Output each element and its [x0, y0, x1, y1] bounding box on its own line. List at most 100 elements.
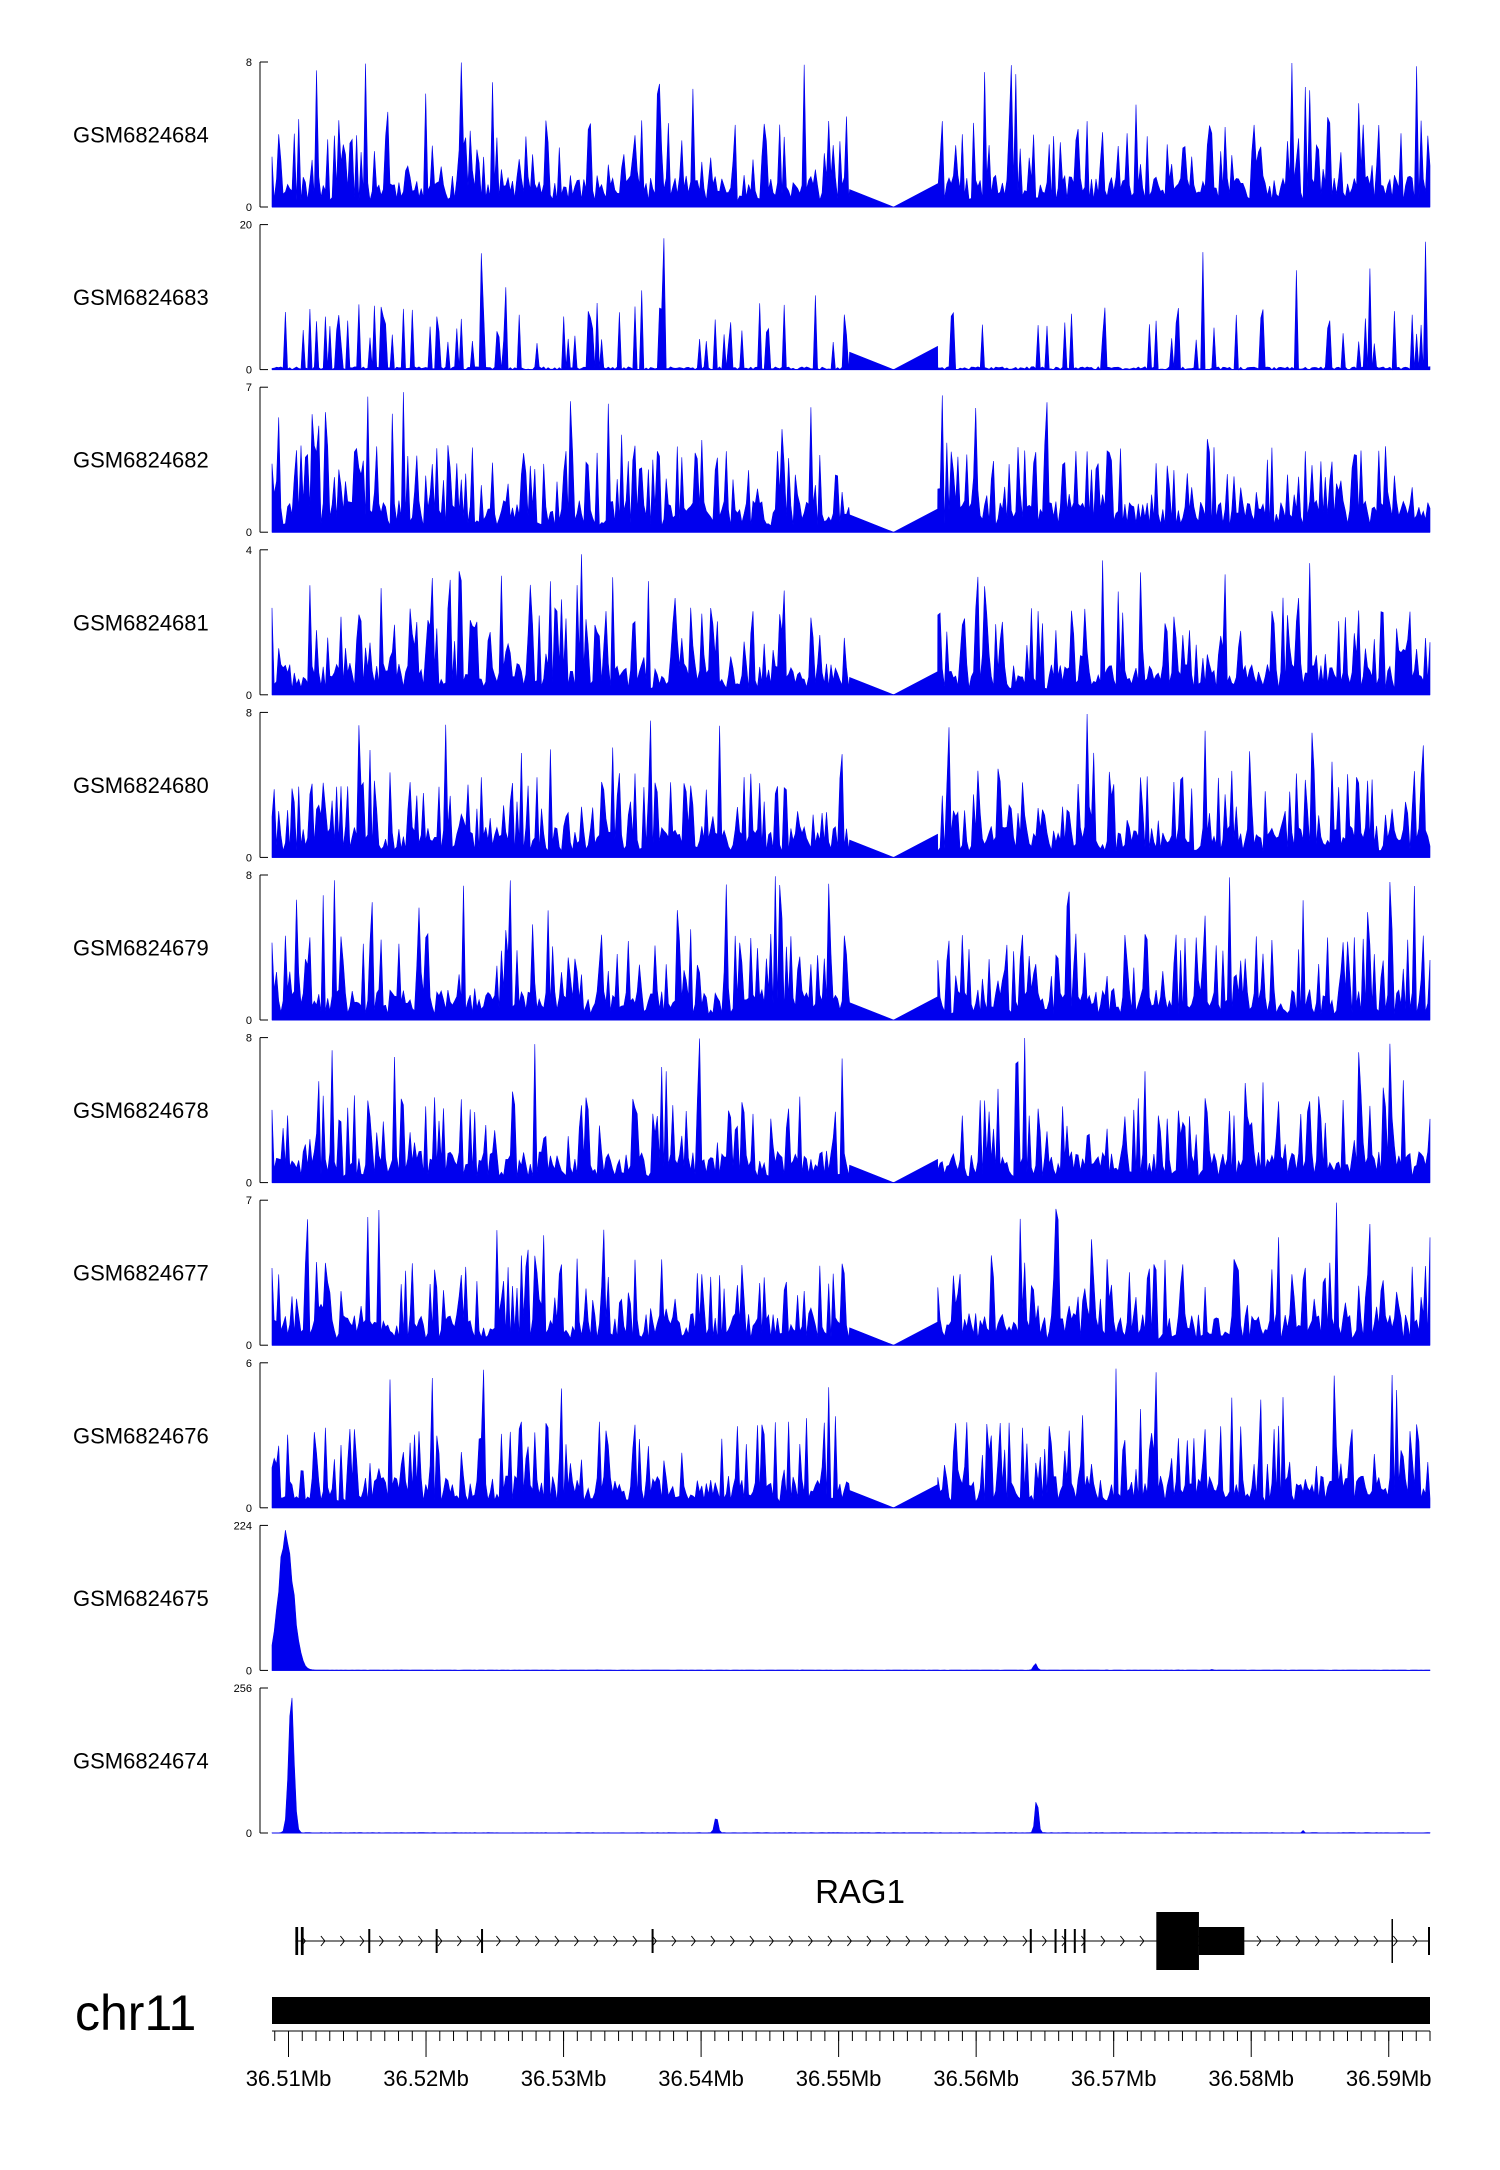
strand-arrow [1353, 1935, 1360, 1947]
gene-exon [435, 1929, 438, 1953]
tick-label: 36.57Mb [1071, 2066, 1157, 2091]
gene-exon [295, 1927, 299, 1955]
strand-arrow [417, 1935, 424, 1947]
y-max-label: 8 [246, 1033, 252, 1045]
y-max-label: 8 [246, 870, 252, 882]
strand-arrow [515, 1935, 521, 1947]
strand-arrow [671, 1935, 677, 1947]
tick-label: 36.58Mb [1208, 2066, 1294, 2091]
gene-exon [1391, 1919, 1393, 1963]
track-label: GSM6824682 [73, 448, 209, 473]
track-GSM6824683: GSM6824683 20 0 [73, 220, 1431, 377]
y-max-label: 7 [246, 1195, 252, 1207]
strand-arrow [339, 1935, 346, 1947]
track-label: GSM6824676 [73, 1423, 209, 1448]
coverage-area [271, 62, 1431, 208]
tick-label: 36.55Mb [796, 2066, 882, 2091]
track-label: GSM6824679 [73, 936, 209, 961]
track-GSM6824679: GSM6824679 8 0 [73, 870, 1431, 1027]
strand-arrow [359, 1935, 365, 1947]
tick-label: 36.54Mb [658, 2066, 744, 2091]
coverage-area [271, 1368, 1431, 1509]
track-label: GSM6824674 [73, 1749, 209, 1774]
coverage-area [271, 1037, 1431, 1183]
coverage-area [271, 713, 1431, 858]
strand-arrow [690, 1935, 697, 1947]
track-label: GSM6824677 [73, 1261, 209, 1286]
strand-arrow [495, 1935, 502, 1947]
strand-arrow [1022, 1935, 1028, 1947]
tick-label: 36.51Mb [246, 2066, 332, 2091]
y-min-label: 0 [246, 365, 252, 377]
strand-arrow [1275, 1935, 1282, 1947]
tick-label: 36.52Mb [383, 2066, 469, 2091]
strand-arrow [963, 1935, 970, 1947]
strand-arrow [1139, 1935, 1145, 1947]
strand-arrow [378, 1935, 385, 1947]
strand-arrow [768, 1935, 775, 1947]
strand-arrow [398, 1935, 404, 1947]
strand-arrow [1100, 1935, 1106, 1947]
strand-arrow [944, 1935, 950, 1947]
track-GSM6824682: GSM6824682 7 0 [73, 382, 1431, 539]
strand-arrow [1334, 1935, 1340, 1947]
coverage-area [271, 392, 1431, 533]
track-GSM6824684: GSM6824684 8 0 [73, 57, 1431, 214]
strand-arrow [534, 1935, 541, 1947]
gene-exon [1083, 1929, 1086, 1953]
strand-arrow [612, 1935, 619, 1947]
coverage-area [271, 238, 1431, 371]
strand-arrow [846, 1935, 853, 1947]
strand-arrow [1119, 1935, 1126, 1947]
y-max-label: 4 [246, 545, 252, 557]
strand-arrow [729, 1935, 736, 1947]
strand-arrow [749, 1935, 755, 1947]
strand-arrow [1256, 1935, 1262, 1947]
tick-label: 36.59Mb [1346, 2066, 1432, 2091]
gene-exon [1064, 1929, 1067, 1953]
gene-exon [481, 1929, 484, 1953]
y-min-label: 0 [246, 202, 252, 214]
y-max-label: 7 [246, 382, 252, 394]
gene-exon [651, 1929, 654, 1953]
tick-label: 36.53Mb [521, 2066, 607, 2091]
y-max-label: 6 [246, 1358, 252, 1370]
strand-arrow [476, 1935, 482, 1947]
gene-track: RAG1 [295, 1873, 1430, 1970]
y-max-label: 8 [246, 57, 252, 69]
y-min-label: 0 [246, 1015, 252, 1027]
strand-arrow [924, 1935, 931, 1947]
y-min-label: 0 [246, 1340, 252, 1352]
y-min-label: 0 [246, 1828, 252, 1840]
track-GSM6824674: GSM6824674 256 0 [73, 1683, 1431, 1840]
y-max-label: 224 [234, 1520, 252, 1532]
track-GSM6824680: GSM6824680 8 0 [73, 707, 1431, 864]
gene-utr [1198, 1927, 1245, 1955]
y-max-label: 20 [240, 220, 252, 232]
strand-arrow [1412, 1935, 1418, 1947]
track-GSM6824681: GSM6824681 4 0 [73, 545, 1431, 702]
chromosome-track: chr11 [75, 1985, 1430, 2041]
strand-arrow [807, 1935, 814, 1947]
coverage-area [271, 1697, 1431, 1834]
track-GSM6824675: GSM6824675 224 0 [73, 1520, 1431, 1677]
y-min-label: 0 [246, 852, 252, 864]
coverage-area [271, 876, 1431, 1021]
tick-label: 36.56Mb [933, 2066, 1019, 2091]
track-label: GSM6824675 [73, 1586, 209, 1611]
gene-exon [368, 1929, 371, 1953]
y-max-label: 8 [246, 707, 252, 719]
strand-arrow [1314, 1935, 1321, 1947]
strand-arrow [905, 1935, 911, 1947]
strand-arrow [710, 1935, 716, 1947]
track-GSM6824677: GSM6824677 7 0 [73, 1195, 1431, 1352]
y-min-label: 0 [246, 1665, 252, 1677]
track-GSM6824676: GSM6824676 6 0 [73, 1358, 1431, 1515]
strand-arrow [1295, 1935, 1301, 1947]
strand-arrow [437, 1935, 443, 1947]
track-label: GSM6824684 [73, 123, 209, 148]
track-label: GSM6824680 [73, 773, 209, 798]
coverage-area [271, 1202, 1431, 1346]
chromosome-bar [272, 1997, 1430, 2024]
strand-arrow [866, 1935, 872, 1947]
